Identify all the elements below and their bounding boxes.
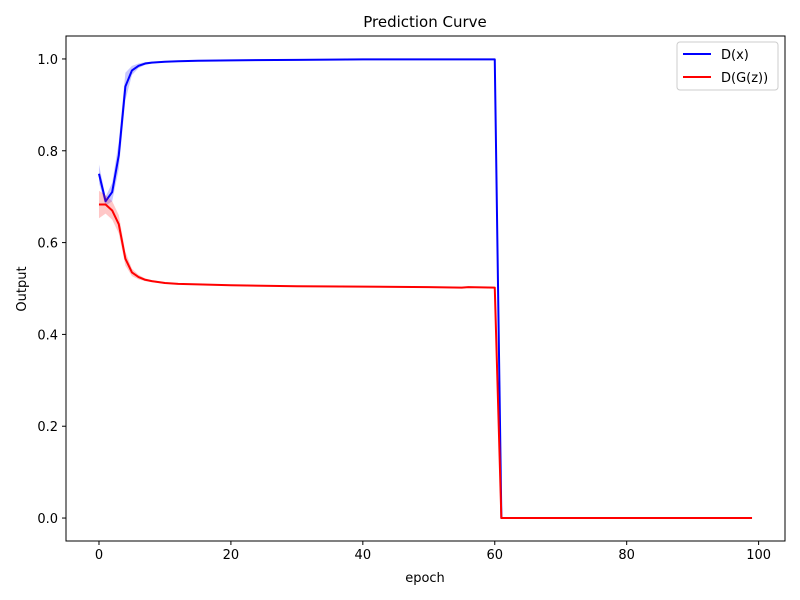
y-axis-label: Output <box>15 266 30 311</box>
x-tick-label: 20 <box>223 548 240 563</box>
legend-label-dx: D(x) <box>721 48 749 63</box>
plot-area <box>98 58 753 520</box>
series-line-1 <box>98 203 753 520</box>
y-tick-label: 0.6 <box>37 237 58 252</box>
y-tick-label: 0.2 <box>37 420 58 435</box>
legend-label-dgz: D(G(z)) <box>721 71 768 86</box>
legend: D(x) D(G(z)) <box>676 41 779 91</box>
y-axis-ticks: 0.0 0.2 0.4 0.6 0.8 1.0 <box>37 53 66 527</box>
x-tick-label: 60 <box>486 548 503 563</box>
x-tick-label: 100 <box>746 548 771 563</box>
chart-title: Prediction Curve <box>363 13 487 31</box>
x-tick-label: 80 <box>618 548 635 563</box>
plot-frame <box>65 35 786 542</box>
y-tick-label: 0.8 <box>37 145 58 160</box>
series-line-0 <box>98 58 753 520</box>
x-axis-label: epoch <box>405 571 445 586</box>
x-tick-label: 40 <box>355 548 372 563</box>
y-tick-label: 0.4 <box>37 328 58 343</box>
x-tick-label: 0 <box>95 548 103 563</box>
y-tick-label: 0.0 <box>37 512 58 527</box>
y-tick-label: 1.0 <box>37 53 58 68</box>
x-axis-ticks: 0 20 40 60 80 100 <box>95 541 771 563</box>
